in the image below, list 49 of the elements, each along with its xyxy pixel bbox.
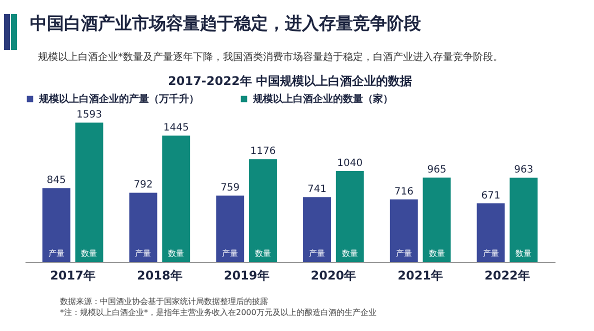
bar — [75, 122, 104, 262]
text: *注：规模以上白酒企业*，是指年主营业务收入在2000万元及以上的酿造白酒的生产企业 — [60, 307, 376, 318]
legend-label: 规模以上白酒企业的数量（家） — [252, 93, 393, 105]
annotation: 产量 — [222, 249, 238, 258]
bar — [162, 136, 190, 262]
annotation: 产量 — [309, 249, 326, 258]
x-tick-label: 2021年 — [398, 268, 444, 282]
text: 2017-2022年 中国规模以上白酒企业的数据 — [168, 74, 412, 88]
bar — [129, 192, 158, 262]
data-label: 671 — [481, 190, 500, 202]
bar — [42, 188, 70, 262]
data-label: 716 — [394, 186, 414, 198]
data-label: 845 — [46, 175, 66, 186]
annotation: 产量 — [482, 249, 499, 258]
data-label: 1445 — [163, 122, 189, 134]
x-tick-label: 2018年 — [136, 268, 182, 282]
chart-subtitle: 规模以上白酒企业*数量及产量逐年下降，我国酒类消费市场容量趋于稳定，白酒产业进入存量竞争阶段。 — [38, 50, 503, 64]
bar — [510, 178, 538, 262]
annotation: 产量 — [48, 249, 64, 258]
data-label: 1593 — [76, 110, 102, 121]
bar — [390, 199, 418, 262]
x-tick-label: 2019年 — [224, 268, 270, 282]
data-label: 1040 — [337, 158, 363, 169]
annotation: 产量 — [135, 249, 152, 258]
x-tick-label: 2017年 — [50, 268, 96, 282]
annotation: 数量 — [254, 249, 271, 258]
data-label: 963 — [514, 164, 534, 176]
data-label: 759 — [220, 182, 240, 194]
source-note: 数据来源：中国酒业协会基于国家统计局数据整理后的披露 — [60, 296, 269, 307]
legend-label: 规模以上白酒企业的产量（万千升） — [38, 93, 199, 105]
bar — [303, 197, 331, 262]
bar — [249, 159, 277, 262]
data-label: 741 — [307, 184, 327, 196]
chart-title: 中国白酒产业市场容量趋于稳定，进入存量竞争阶段 — [30, 13, 421, 35]
bar — [422, 178, 451, 262]
annotation: 数量 — [516, 249, 532, 258]
x-tick-label: 2020年 — [310, 268, 356, 282]
annotation: 数量 — [342, 249, 358, 258]
data-label: 965 — [427, 164, 446, 176]
annotation: 数量 — [168, 249, 184, 258]
annotation: 数量 — [81, 249, 98, 258]
annotation: 产量 — [396, 249, 412, 258]
data-label: 1176 — [250, 146, 276, 158]
annotation: 数量 — [428, 249, 445, 258]
bar — [336, 171, 364, 262]
x-tick-label: 2022年 — [484, 268, 530, 282]
data-label: 792 — [134, 180, 153, 191]
bar — [216, 196, 244, 262]
bar — [476, 203, 505, 262]
